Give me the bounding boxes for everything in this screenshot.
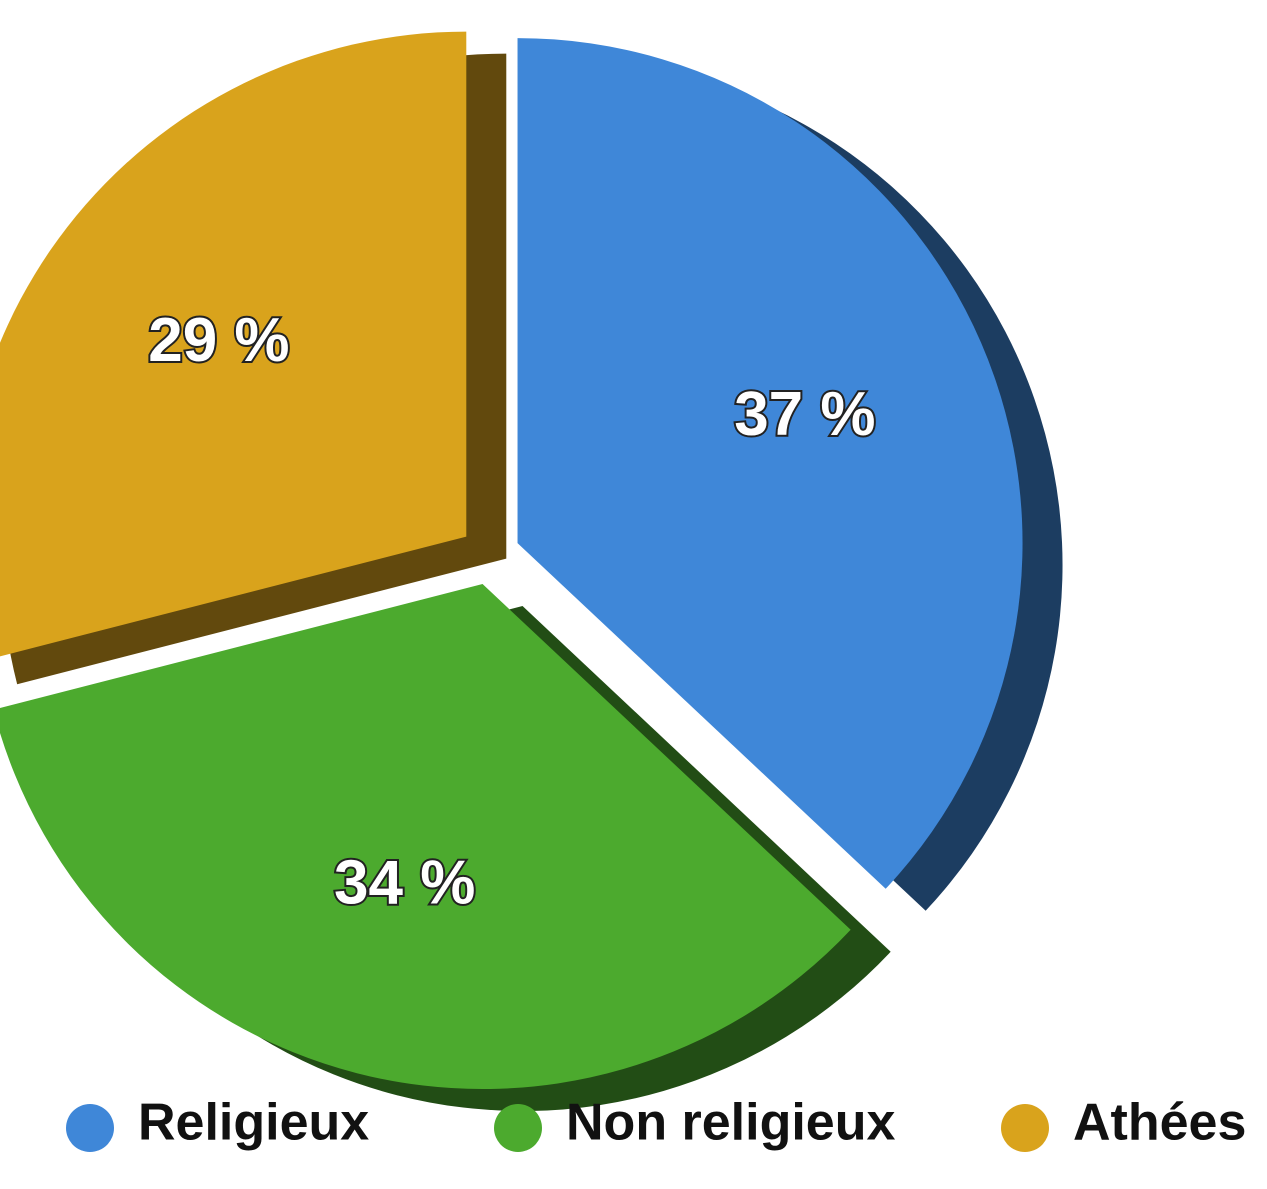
legend-marker	[494, 1104, 542, 1152]
value-label: 34 %	[334, 849, 475, 918]
value-labels: 37 % 34 % 29 %	[146, 304, 877, 920]
value-label: 37 %	[734, 380, 875, 449]
value-label: 29 %	[148, 306, 289, 375]
slice	[0, 31, 467, 657]
legend-marker	[66, 1104, 114, 1152]
legend-label: Non religieux	[566, 1094, 895, 1152]
slice	[517, 38, 1023, 889]
legend-label: Religieux	[138, 1094, 369, 1152]
legend: Religieux Non religieux Athées	[66, 1094, 1246, 1152]
slice	[0, 584, 851, 1090]
pie	[0, 31, 1023, 1090]
legend-label: Athées	[1073, 1094, 1246, 1152]
legend-marker	[1001, 1104, 1049, 1152]
